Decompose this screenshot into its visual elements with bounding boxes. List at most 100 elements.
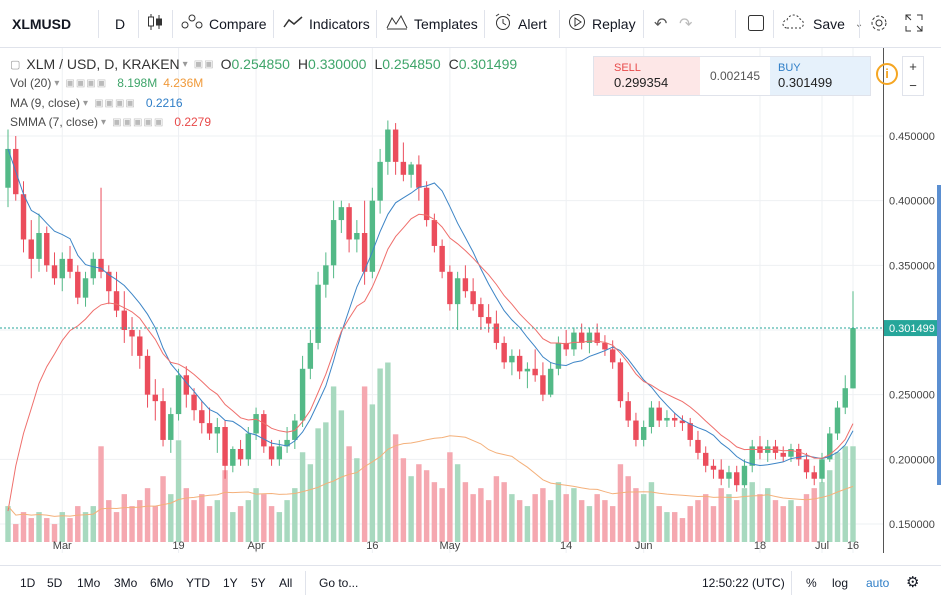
goto-button[interactable]: Go to... [319,576,359,590]
zoom-in-button[interactable]: + [909,59,917,74]
info-icon[interactable]: i [876,63,898,85]
range-1mo[interactable]: 1Mo [77,576,101,590]
bottom-toolbar: 1D 5D 1Mo 3Mo 6Mo YTD 1Y 5Y All Go to...… [0,565,941,600]
candle-body [547,368,554,395]
volume-bar [90,506,96,542]
expand-button[interactable] [905,0,923,48]
candle [137,330,143,369]
x-tick-label: May [439,540,460,552]
candle-body [578,332,585,343]
candle [67,245,73,279]
volume-bar [811,488,817,542]
gear-icon[interactable]: ⚙ [906,574,920,591]
volume-bar [602,500,608,542]
sell-button[interactable]: SELL 0.299354 [594,57,700,95]
last-price-text: 0.301499 [889,323,935,335]
zoom-controls: + − [902,56,924,96]
candle [354,220,360,253]
chart-canvas: Mar 19 Apr 16 May 14 Jun 18 Jul 16 [0,48,883,553]
symbol-search[interactable]: XLMUSD [12,0,71,48]
candle-body [540,375,546,395]
volume-bar [377,368,383,542]
candle-body [67,258,73,272]
legend-buttons[interactable]: ▣▣▣▣ [65,77,108,89]
undo-button[interactable]: ↶ [654,0,667,48]
range-5d[interactable]: 5D [47,576,63,590]
price-chart[interactable]: Mar 19 Apr 16 May 14 Jun 18 Jul 16 [0,48,883,553]
candle-body [20,194,27,240]
range-1d[interactable]: 1D [20,576,36,590]
range-ytd[interactable]: YTD [186,576,210,590]
fullscreen-chart-button[interactable] [747,0,765,48]
log-toggle[interactable]: log [832,576,849,590]
volume-bar [710,506,717,542]
range-1y[interactable]: 1Y [223,576,238,590]
alert-button[interactable]: Alert [494,0,547,48]
candle-body [501,342,507,363]
percent-toggle[interactable]: % [806,576,817,590]
candle-body [361,233,368,272]
candle [780,446,786,462]
interval-button[interactable]: D [115,0,125,48]
candle-body [485,317,492,324]
volume-bar [354,458,360,542]
candle-body [594,332,600,343]
candle [330,200,337,279]
range-6mo[interactable]: 6Mo [150,576,174,590]
volume-bar [330,386,337,542]
save-button[interactable]: Save ⌄ [781,0,863,48]
candle [338,200,345,233]
candle [160,388,166,447]
range-5y[interactable]: 5Y [251,576,266,590]
candle-body [98,258,104,272]
settings-button[interactable] [869,0,889,48]
chevron-down-icon[interactable]: ▾ [101,116,107,128]
candle [36,213,42,272]
indicators-button[interactable]: Indicators [283,0,370,48]
range-3mo[interactable]: 3Mo [114,576,138,590]
range-all[interactable]: All [279,576,293,590]
last-price-tag [884,320,941,337]
volume-bar [13,524,19,542]
candle-body [106,271,112,292]
candle-body [369,200,376,272]
legend-buttons[interactable]: ▣▣▣▣ [94,97,136,109]
candle-body [741,465,748,486]
price-axis[interactable]: 0.4500000.4000000.3500000.3000000.250000… [883,48,941,553]
interval-label: D [115,16,126,32]
chevron-down-icon[interactable]: ▾ [83,97,89,109]
candle-body [509,355,515,363]
chevron-down-icon[interactable]: ▾ [182,58,188,70]
chart-style-button[interactable] [147,0,169,48]
symbol-label: XLMUSD [12,16,72,32]
buy-button[interactable]: BUY 0.301499 [770,57,870,95]
volume-bar [524,506,531,542]
collapse-icon[interactable]: ▢ [10,58,21,71]
volume-bar [106,500,112,542]
compare-label: Compare [209,16,267,32]
gear-icon [869,13,889,36]
scrollbar[interactable] [937,185,941,485]
volume-bar [408,476,414,542]
candle-body [609,349,616,363]
candle [687,417,693,447]
volume-bar [625,476,631,542]
legend-buttons[interactable]: ▣▣▣▣▣ [112,116,165,128]
zoom-out-button[interactable]: − [909,78,917,93]
candle [369,187,376,279]
replay-label: Replay [592,16,636,32]
volume-bars [5,362,856,542]
compare-button[interactable]: Compare [181,0,267,48]
volume-bar [338,410,345,542]
volume-bar [292,488,298,542]
x-tick-label: 19 [172,540,184,552]
auto-toggle[interactable]: auto [866,576,890,590]
redo-button[interactable]: ↷ [679,0,692,48]
legend-buttons[interactable]: ▣▣ [193,58,215,70]
templates-button[interactable]: Templates [386,0,478,48]
candle-body [602,342,608,350]
chevron-down-icon[interactable]: ▾ [54,77,60,89]
replay-button[interactable]: Replay [568,0,636,48]
candle-body [168,414,174,440]
